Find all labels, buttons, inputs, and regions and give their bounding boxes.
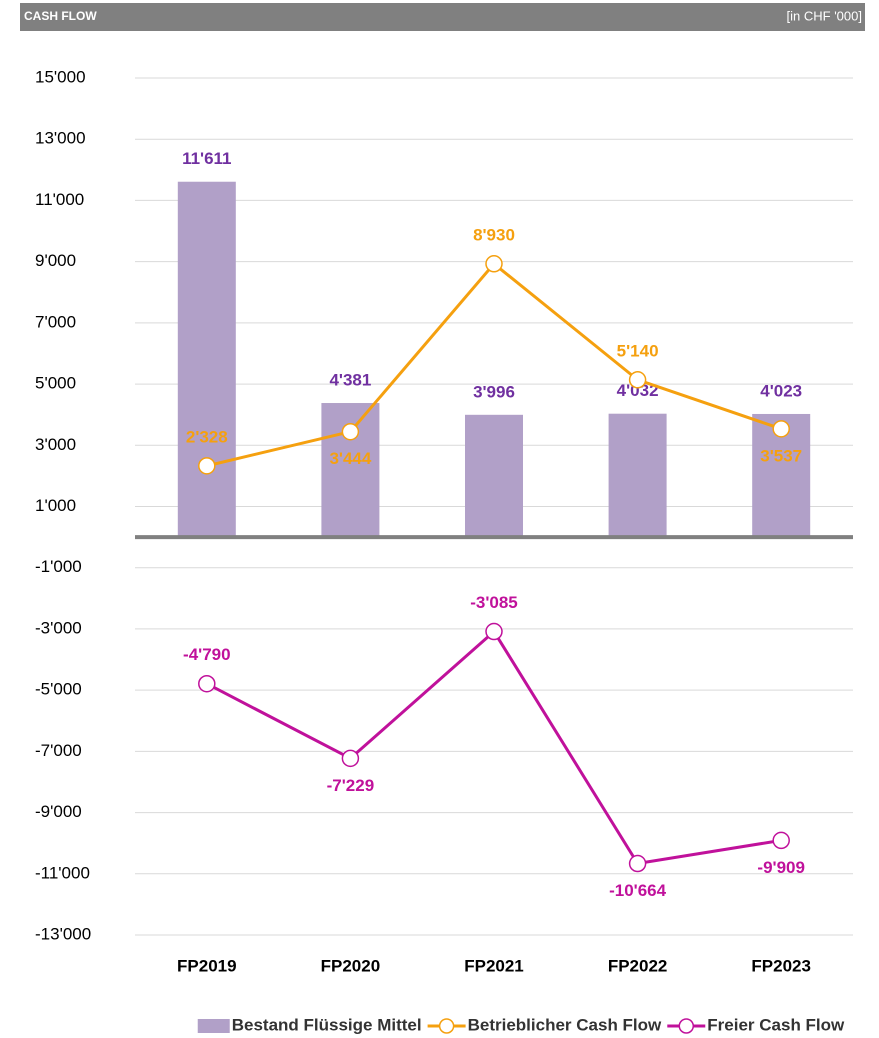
marker xyxy=(772,420,790,438)
bar xyxy=(465,414,523,538)
x-tick-label: FP2023 xyxy=(751,956,811,975)
y-tick-label: 11'000 xyxy=(35,190,84,209)
marker xyxy=(341,749,360,768)
data-label: -7'229 xyxy=(327,776,375,795)
marker xyxy=(485,622,503,641)
data-label: 8'930 xyxy=(473,225,515,244)
data-label: 3'444 xyxy=(329,449,371,468)
data-label: -4'790 xyxy=(183,645,231,664)
data-label: -9'909 xyxy=(757,858,805,877)
x-tick-label: FP2020 xyxy=(321,956,381,975)
chart-subtitle: [in CHF '000] xyxy=(787,8,862,23)
y-tick-label: 13'000 xyxy=(35,129,86,148)
marker xyxy=(341,422,360,441)
bar xyxy=(177,181,236,538)
bar xyxy=(608,413,667,538)
y-tick-label: 9'000 xyxy=(35,251,76,270)
y-tick-label: -13'000 xyxy=(35,924,91,943)
legend: Bestand Flüssige Mittel Betrieblicher Cas… xyxy=(197,1015,845,1034)
y-tick-label: -11'000 xyxy=(35,863,90,882)
x-tick-label: FP2021 xyxy=(464,956,524,975)
chart-title: CASH FLOW xyxy=(24,9,97,23)
legend-swatch xyxy=(197,1019,230,1033)
legend-label: Bestand Flüssige Mittel xyxy=(232,1015,422,1034)
y-tick-label: 1'000 xyxy=(35,496,76,515)
marker xyxy=(628,371,647,389)
y-tick-label: 7'000 xyxy=(35,312,76,331)
x-tick-label: FP2022 xyxy=(608,956,668,975)
data-label: 3'537 xyxy=(760,446,802,465)
y-tick-label: 15'000 xyxy=(35,67,86,86)
legend-label: Betrieblicher Cash Flow xyxy=(468,1015,662,1034)
y-tick-label: -9'000 xyxy=(35,802,82,821)
legend-label: Freier Cash Flow xyxy=(707,1015,845,1034)
y-tick-label: 3'000 xyxy=(35,435,76,454)
header-bar xyxy=(20,3,865,31)
marker xyxy=(485,255,503,273)
data-label: 4'023 xyxy=(760,381,802,400)
marker xyxy=(772,831,790,850)
data-label: -10'664 xyxy=(609,881,667,900)
legend-swatch xyxy=(438,1018,455,1034)
data-label: -3'085 xyxy=(470,593,518,612)
marker xyxy=(198,674,216,693)
y-tick-label: -5'000 xyxy=(35,680,82,699)
y-tick-label: -1'000 xyxy=(35,557,82,576)
data-label: 4'381 xyxy=(329,371,371,390)
line xyxy=(206,629,782,866)
y-tick-label: -3'000 xyxy=(35,618,82,637)
data-label: 3'996 xyxy=(473,382,515,401)
data-label: 2'328 xyxy=(186,427,228,446)
data-label: 11'611 xyxy=(182,149,231,168)
y-tick-label: 5'000 xyxy=(35,374,76,393)
marker xyxy=(628,854,647,873)
y-tick-label: -7'000 xyxy=(35,741,82,760)
data-label: 4'032 xyxy=(617,381,659,400)
data-label: 5'140 xyxy=(617,341,659,360)
marker xyxy=(198,457,216,475)
legend-swatch xyxy=(678,1018,695,1034)
x-tick-label: FP2019 xyxy=(177,956,237,975)
